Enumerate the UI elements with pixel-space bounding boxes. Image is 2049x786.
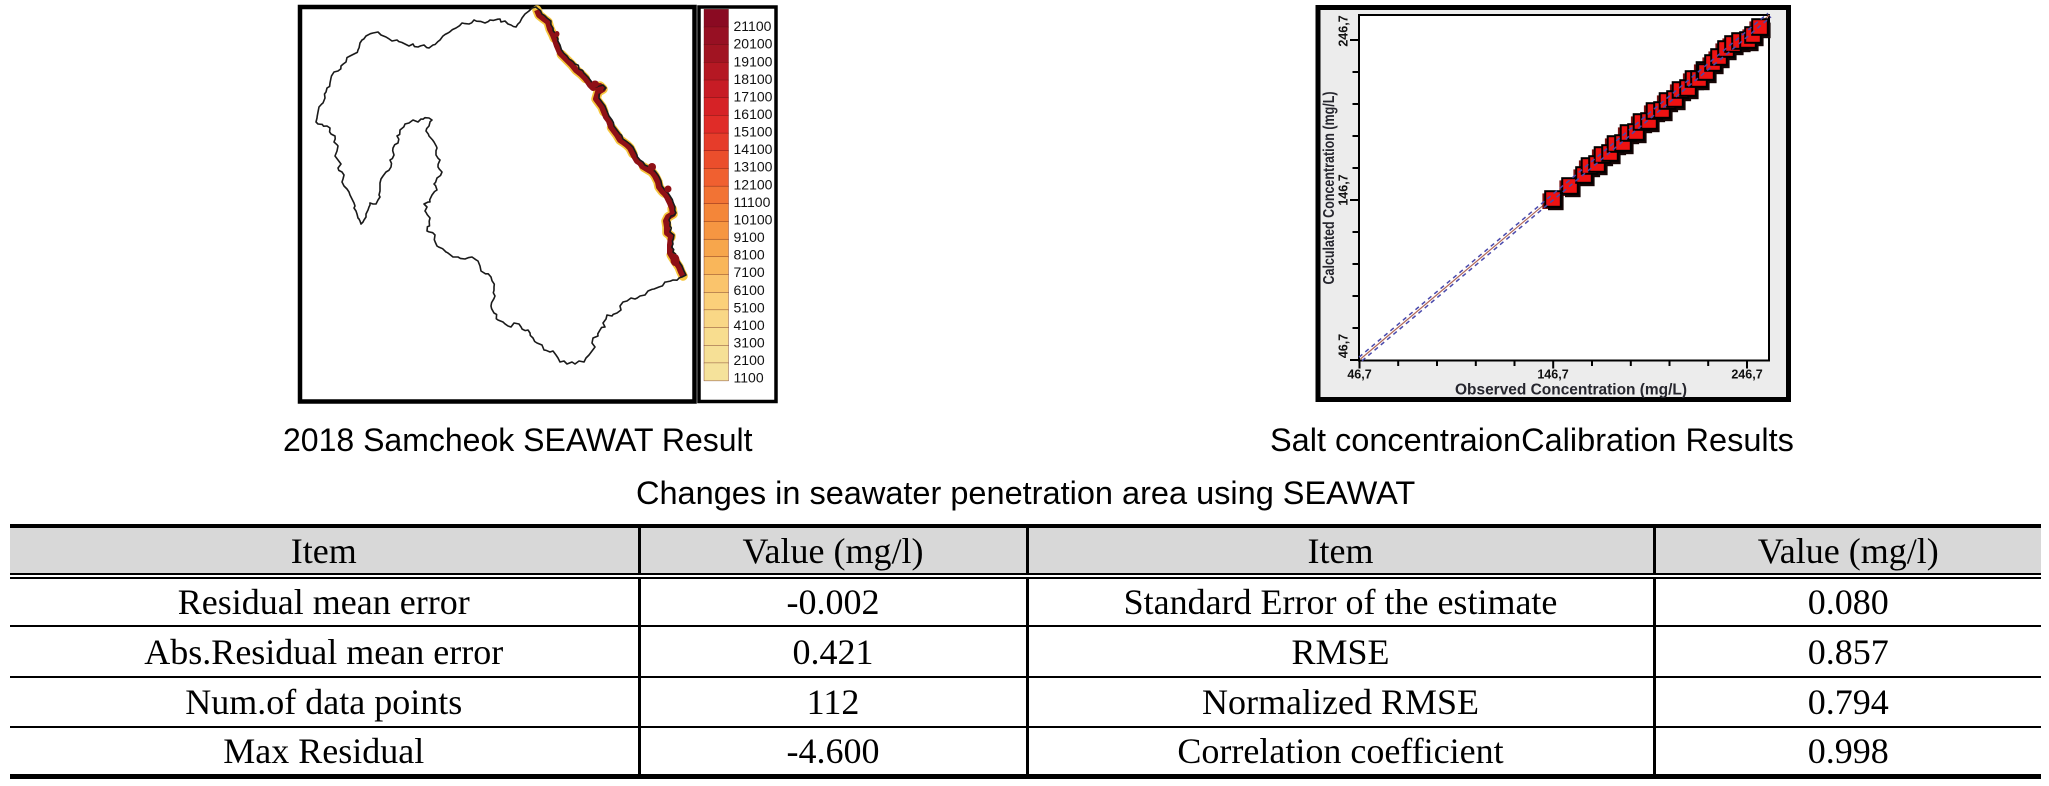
svg-text:18100: 18100 xyxy=(734,71,773,87)
svg-text:3100: 3100 xyxy=(734,335,765,351)
svg-text:17100: 17100 xyxy=(734,88,773,104)
svg-text:13100: 13100 xyxy=(734,159,773,175)
svg-text:19100: 19100 xyxy=(734,53,773,69)
svg-text:11100: 11100 xyxy=(734,194,771,210)
svg-text:10100: 10100 xyxy=(734,211,773,227)
svg-text:146,7: 146,7 xyxy=(1537,368,1568,382)
svg-text:7100: 7100 xyxy=(734,264,765,280)
svg-text:9100: 9100 xyxy=(734,229,765,245)
svg-text:12100: 12100 xyxy=(734,176,773,192)
svg-text:246,7: 246,7 xyxy=(1731,368,1762,382)
svg-text:5100: 5100 xyxy=(734,299,765,315)
svg-text:6100: 6100 xyxy=(734,282,765,298)
svg-text:8100: 8100 xyxy=(734,247,765,263)
svg-text:46,7: 46,7 xyxy=(1337,334,1351,358)
svg-text:4100: 4100 xyxy=(734,317,765,333)
svg-text:246,7: 246,7 xyxy=(1337,15,1351,46)
svg-text:20100: 20100 xyxy=(734,36,773,52)
svg-text:1100: 1100 xyxy=(734,370,764,386)
svg-text:Calculated Concentration (mg/L: Calculated Concentration (mg/L) xyxy=(1321,92,1338,285)
svg-text:146,7: 146,7 xyxy=(1337,174,1351,205)
svg-text:46,7: 46,7 xyxy=(1347,368,1371,382)
svg-text:2100: 2100 xyxy=(734,352,765,368)
svg-text:21100: 21100 xyxy=(734,18,772,34)
svg-text:14100: 14100 xyxy=(734,141,773,157)
svg-text:16100: 16100 xyxy=(734,106,773,122)
svg-text:Observed Concentration (mg/L): Observed Concentration (mg/L) xyxy=(1455,382,1687,399)
svg-text:15100: 15100 xyxy=(734,124,773,140)
